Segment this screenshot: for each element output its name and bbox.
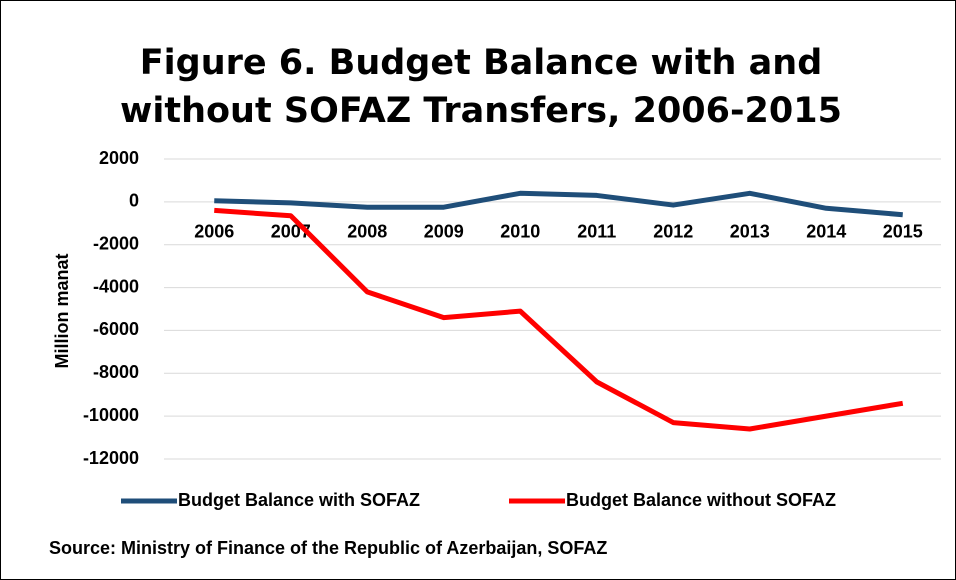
y-tick-label: -10000 xyxy=(83,405,139,425)
y-tick-label: -2000 xyxy=(93,233,139,253)
source-note: Source: Ministry of Finance of the Repub… xyxy=(49,538,607,558)
x-tick-label: 2010 xyxy=(500,222,540,242)
y-tick-label: 0 xyxy=(129,191,139,211)
y-axis-label: Million manat xyxy=(52,253,72,368)
y-tick-label: -4000 xyxy=(93,276,139,296)
legend-label: Budget Balance without SOFAZ xyxy=(566,490,836,510)
legend-label: Budget Balance with SOFAZ xyxy=(178,490,420,510)
data-line xyxy=(214,207,904,432)
x-tick-label: 2012 xyxy=(653,222,693,242)
data-line xyxy=(214,190,903,218)
chart-title: Figure 6. Budget Balance with and withou… xyxy=(120,43,842,131)
x-tick-label: 2008 xyxy=(347,222,387,242)
x-tick-label: 2009 xyxy=(424,222,464,242)
y-tick-label: -8000 xyxy=(93,362,139,382)
y-tick-label: -12000 xyxy=(83,448,139,468)
y-tick-label: 2000 xyxy=(99,148,139,168)
x-tick-label: 2013 xyxy=(730,222,770,242)
x-tick-label: 2014 xyxy=(806,222,846,242)
x-tick-label: 2006 xyxy=(194,222,234,242)
y-tick-label: -6000 xyxy=(93,319,139,339)
x-tick-label: 2011 xyxy=(577,222,616,242)
x-tick-label: 2015 xyxy=(883,222,923,242)
